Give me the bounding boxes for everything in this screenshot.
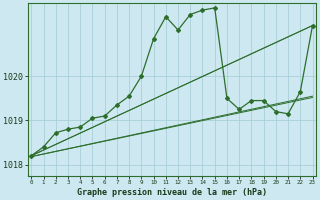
X-axis label: Graphe pression niveau de la mer (hPa): Graphe pression niveau de la mer (hPa) xyxy=(77,188,267,197)
